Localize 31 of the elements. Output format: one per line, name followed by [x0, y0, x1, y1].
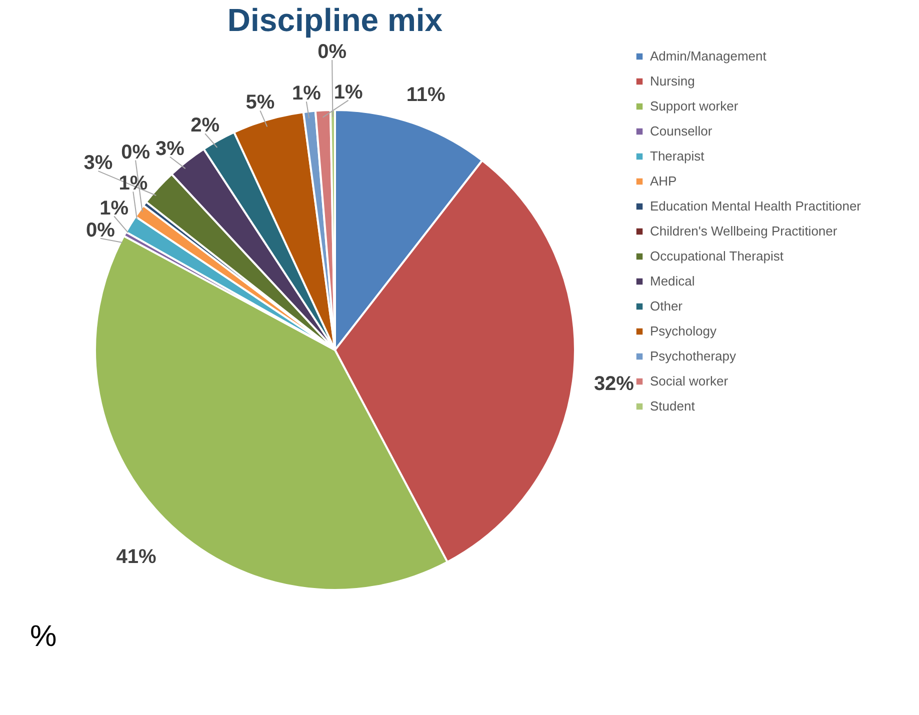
- data-label: 1%: [118, 172, 148, 195]
- text: %: [30, 620, 57, 653]
- data-label: 0%: [121, 141, 150, 164]
- legend-label: Psychotherapy: [650, 348, 736, 364]
- data-label: 11%: [406, 84, 446, 106]
- data-label: 32%: [594, 373, 634, 396]
- data-label: 3%: [155, 138, 185, 160]
- legend-label: Occupational Therapist: [650, 248, 784, 264]
- data-label: 1%: [100, 197, 129, 220]
- data-label: 0%: [86, 219, 116, 242]
- legend-label: Education Mental Health Practitioner: [650, 198, 862, 214]
- data-label: 0%: [318, 41, 347, 64]
- legend-label: Admin/Management: [650, 48, 767, 64]
- legend-label: Psychology: [650, 324, 717, 338]
- legend-label: Social worker: [650, 374, 729, 388]
- data-label: 1%: [292, 82, 322, 105]
- legend-label: Children's Wellbeing Practitioner: [650, 224, 838, 238]
- legend-label: Counsellor: [650, 124, 713, 138]
- legend-label: Other: [650, 298, 684, 314]
- data-label: 1%: [334, 81, 363, 104]
- legend-label: Support worker: [650, 98, 739, 114]
- data-label: 41%: [116, 546, 156, 568]
- data-label: 3%: [84, 152, 113, 174]
- legend-label: Nursing: [650, 74, 695, 88]
- chart-title: Discipline mix: [227, 2, 443, 38]
- data-label: 2%: [190, 114, 220, 137]
- legend-label: Therapist: [650, 148, 705, 164]
- legend-label: Medical: [650, 274, 695, 288]
- legend-label: Student: [650, 398, 696, 414]
- legend-label: AHP: [650, 174, 677, 188]
- data-label: 5%: [246, 92, 275, 114]
